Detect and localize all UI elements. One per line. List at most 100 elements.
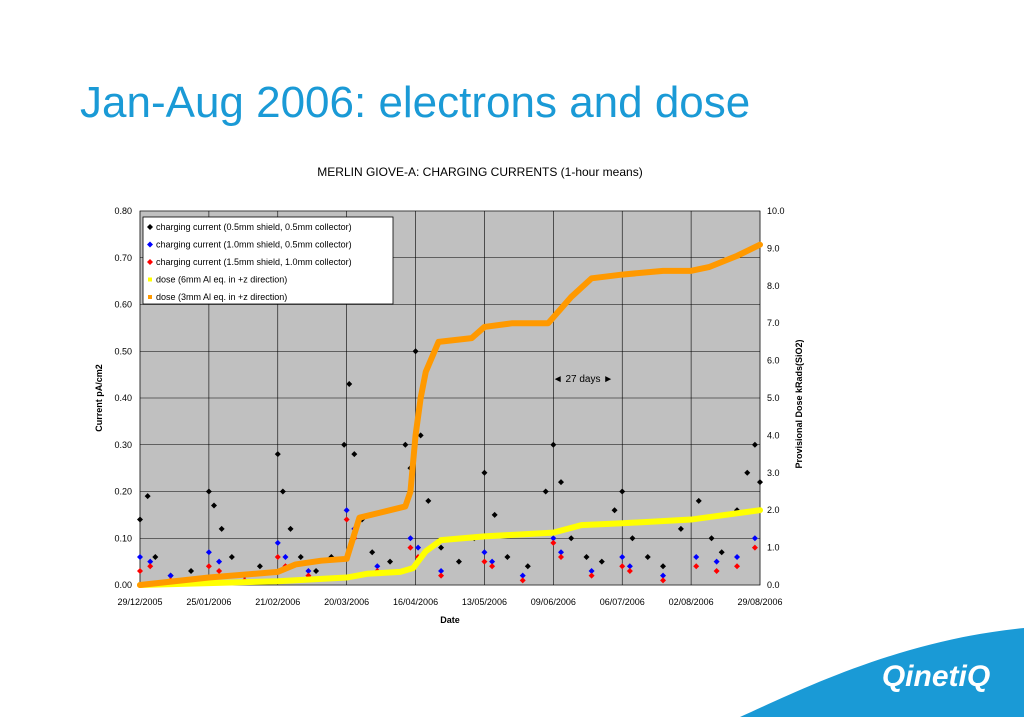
legend-marker — [147, 224, 153, 230]
data-point — [481, 558, 488, 565]
legend: charging current (0.5mm shield, 0.5mm co… — [142, 216, 394, 305]
data-point — [550, 539, 557, 546]
data-point — [583, 553, 590, 560]
legend-marker — [148, 277, 152, 282]
y2-axis-label: Provisional Dose kRads(SiO2) — [794, 339, 804, 468]
data-point — [256, 563, 263, 570]
data-point — [282, 553, 289, 560]
data-point — [305, 567, 312, 574]
x-tick-label: 21/02/2006 — [255, 597, 300, 607]
y-tick-label: 0.60 — [114, 300, 132, 310]
data-point — [205, 488, 212, 495]
data-point — [351, 451, 358, 458]
x-tick-label: 25/01/2006 — [186, 597, 231, 607]
y2-tick-label: 2.0 — [767, 505, 780, 515]
x-tick-label: 29/12/2005 — [117, 597, 162, 607]
data-point — [279, 488, 286, 495]
legend-entry: charging current (0.5mm shield, 0.5mm co… — [156, 222, 352, 232]
legend-entry: dose (6mm Al eq. in +z direction) — [156, 275, 287, 285]
data-point — [343, 516, 350, 523]
axes: 0.00 0.10 0.20 0.30 0.40 0.50 0.60 0.70 0.80 0.0 1… — [114, 206, 784, 607]
data-point — [152, 553, 159, 560]
data-point — [343, 507, 350, 514]
x-tick-label: 02/08/2006 — [669, 597, 714, 607]
legend-entry: dose (3mm Al eq. in +z direction) — [156, 292, 287, 302]
y2-tick-label: 7.0 — [767, 318, 780, 328]
series-line-5 — [137, 241, 763, 588]
annotation-27-days: ◄ 27 days ► — [553, 374, 613, 385]
data-point — [147, 558, 154, 565]
series-line-4 — [137, 507, 763, 588]
data-point — [137, 516, 143, 523]
y-tick-label: 0.10 — [114, 533, 132, 543]
data-point — [757, 479, 763, 486]
y2-tick-label: 9.0 — [767, 243, 780, 253]
data-point — [588, 567, 595, 574]
x-tick-label: 13/05/2006 — [462, 597, 507, 607]
data-point — [557, 549, 564, 556]
data-point — [550, 535, 557, 542]
data-point — [167, 572, 174, 579]
slide-title: Jan-Aug 2006: electrons and dose — [80, 78, 751, 127]
data-point — [415, 544, 422, 551]
x-tick-label: 06/07/2006 — [600, 597, 645, 607]
data-point — [313, 567, 320, 574]
legend-marker — [148, 295, 152, 299]
data-point — [751, 544, 758, 551]
data-point — [557, 479, 564, 486]
data-point — [695, 497, 702, 504]
data-point — [568, 535, 575, 542]
y-tick-label: 0.20 — [114, 487, 132, 497]
y-tick-label: 0.40 — [114, 393, 132, 403]
data-point — [274, 539, 281, 546]
data-point — [274, 553, 281, 560]
data-point — [693, 563, 700, 570]
legend-entry: charging current (1.0mm shield, 0.5mm co… — [156, 240, 352, 250]
data-point — [489, 558, 496, 565]
data-point — [274, 451, 281, 458]
y2-tick-label: 0.0 — [767, 580, 780, 590]
data-point — [557, 553, 564, 560]
y2-tick-label: 1.0 — [767, 543, 780, 553]
y2-tick-label: 4.0 — [767, 430, 780, 440]
data-point — [734, 553, 741, 560]
data-point — [588, 572, 595, 579]
logo-text: QinetiQ — [882, 660, 990, 693]
data-point — [744, 469, 751, 476]
data-point — [542, 488, 549, 495]
x-tick-label: 29/08/2006 — [737, 597, 782, 607]
data-point — [751, 535, 758, 542]
data-point — [425, 497, 432, 504]
y2-tick-label: 3.0 — [767, 468, 780, 478]
y2-tick-label: 5.0 — [767, 393, 780, 403]
series-1 — [137, 348, 763, 579]
y-tick-label: 0.00 — [114, 580, 132, 590]
data-point — [693, 553, 700, 560]
data-point — [407, 535, 414, 542]
legend-marker — [147, 241, 153, 248]
data-point — [519, 572, 526, 579]
data-point — [412, 348, 419, 355]
data-point — [210, 502, 217, 509]
data-point — [369, 549, 376, 556]
data-point — [629, 535, 636, 542]
data-point — [455, 558, 462, 565]
data-point — [734, 563, 741, 570]
data-point — [524, 563, 531, 570]
data-point — [407, 544, 414, 551]
data-point — [713, 558, 720, 565]
logo-swoosh — [740, 628, 1024, 717]
data-point — [619, 488, 626, 495]
series-3 — [137, 516, 758, 584]
data-point — [438, 572, 445, 579]
y-tick-label: 0.50 — [114, 346, 132, 356]
data-point — [341, 441, 348, 448]
y-tick-label: 0.30 — [114, 440, 132, 450]
data-point — [550, 441, 557, 448]
y-tick-label: 0.80 — [114, 206, 132, 216]
data-point — [374, 563, 381, 570]
data-point — [619, 563, 626, 570]
legend-box — [142, 216, 394, 305]
data-point — [713, 567, 720, 574]
